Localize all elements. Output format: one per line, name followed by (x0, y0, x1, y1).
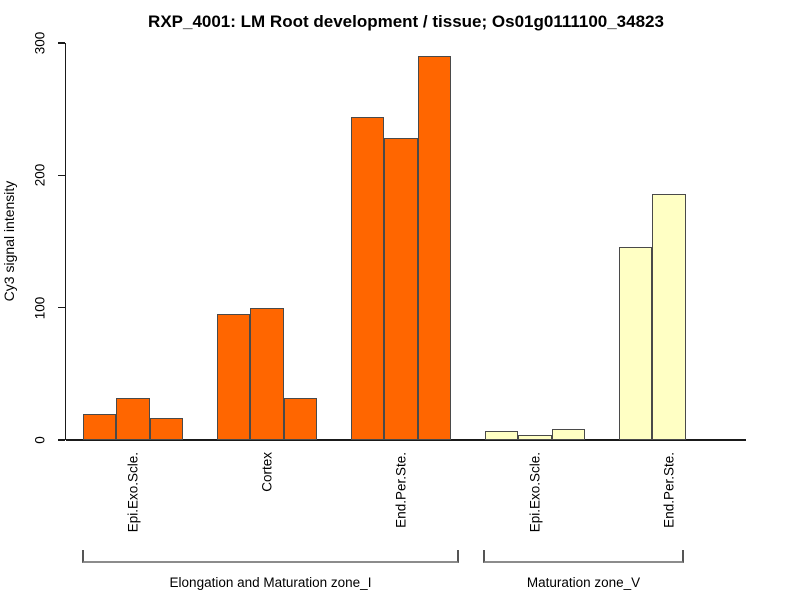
y-tick-label: 300 (32, 31, 48, 55)
bar (652, 193, 686, 440)
tissue-label: End.Per.Ste. (661, 452, 677, 528)
tissue-label: Epi.Exo.Scle. (125, 452, 141, 533)
tissue-label: Epi.Exo.Scle. (527, 452, 543, 533)
y-tick-label: 0 (32, 436, 48, 444)
bar (518, 434, 552, 440)
bar (216, 314, 251, 440)
bar (384, 138, 418, 440)
bar (250, 307, 284, 440)
bar (82, 413, 117, 440)
y-tick-label: 200 (32, 164, 48, 187)
chart-title: RXP_4001: LM Root development / tissue; … (148, 12, 664, 31)
y-tick-mark (58, 174, 65, 177)
zone-label: Elongation and Maturation zone_I (169, 575, 372, 590)
bar (618, 246, 653, 440)
bar (484, 430, 519, 440)
bar (283, 397, 318, 440)
bar (116, 397, 150, 440)
bar (350, 117, 385, 440)
bar (417, 56, 452, 440)
tissue-label: End.Per.Ste. (393, 452, 409, 528)
bar (551, 429, 586, 440)
y-tick-label: 100 (32, 296, 48, 319)
bar (149, 417, 184, 440)
y-tick-mark (58, 439, 65, 441)
zone-label: Maturation zone_V (526, 575, 641, 590)
tissue-label: Cortex (259, 452, 275, 492)
y-axis-line (64, 43, 66, 440)
y-tick-mark (58, 306, 65, 309)
y-tick-mark (58, 42, 65, 44)
zone-bracket (82, 550, 459, 563)
zone-bracket (483, 550, 684, 563)
y-axis-label: Cy3 signal intensity (1, 180, 17, 302)
